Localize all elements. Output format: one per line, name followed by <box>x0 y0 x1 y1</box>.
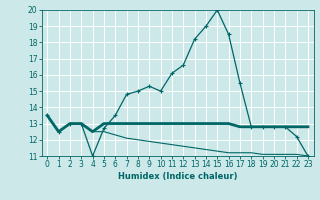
X-axis label: Humidex (Indice chaleur): Humidex (Indice chaleur) <box>118 172 237 181</box>
